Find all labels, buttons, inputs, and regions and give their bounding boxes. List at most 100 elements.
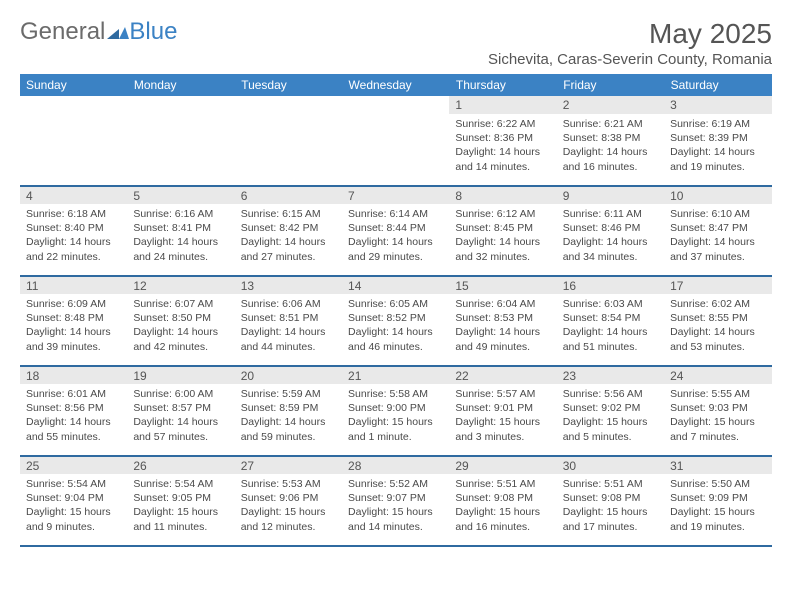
day-detail-cell [127,114,234,186]
sunset-text: Sunset: 8:45 PM [455,221,550,235]
daylight-text-2: and 7 minutes. [670,430,765,444]
sunset-text: Sunset: 8:50 PM [133,311,228,325]
day-detail-cell: Sunrise: 5:58 AMSunset: 9:00 PMDaylight:… [342,384,449,456]
details-row: Sunrise: 6:01 AMSunset: 8:56 PMDaylight:… [20,384,772,456]
logo-flag-icon [107,18,129,46]
day-detail-cell: Sunrise: 6:09 AMSunset: 8:48 PMDaylight:… [20,294,127,366]
weekday-header: Wednesday [342,74,449,96]
day-number-cell: 25 [20,456,127,474]
daylight-text-2: and 29 minutes. [348,250,443,264]
day-detail-cell: Sunrise: 6:00 AMSunset: 8:57 PMDaylight:… [127,384,234,456]
sunrise-text: Sunrise: 6:01 AM [26,387,121,401]
day-detail-cell: Sunrise: 5:54 AMSunset: 9:04 PMDaylight:… [20,474,127,546]
day-number-cell: 3 [664,96,771,114]
daylight-text-1: Daylight: 15 hours [241,505,336,519]
daylight-text-1: Daylight: 15 hours [563,505,658,519]
day-number-cell: 6 [235,186,342,204]
day-number-cell: 29 [449,456,556,474]
day-detail-cell: Sunrise: 6:12 AMSunset: 8:45 PMDaylight:… [449,204,556,276]
daylight-text-1: Daylight: 15 hours [348,415,443,429]
day-number-cell: 28 [342,456,449,474]
daylight-text-2: and 55 minutes. [26,430,121,444]
daynum-row: 45678910 [20,186,772,204]
sunset-text: Sunset: 8:57 PM [133,401,228,415]
day-number-cell: 22 [449,366,556,384]
daylight-text-1: Daylight: 14 hours [563,235,658,249]
weekday-header: Saturday [664,74,771,96]
daylight-text-2: and 37 minutes. [670,250,765,264]
sunrise-text: Sunrise: 5:51 AM [563,477,658,491]
sunset-text: Sunset: 8:47 PM [670,221,765,235]
month-title: May 2025 [488,18,772,50]
sunset-text: Sunset: 9:01 PM [455,401,550,415]
day-detail-cell: Sunrise: 6:19 AMSunset: 8:39 PMDaylight:… [664,114,771,186]
logo-text-gray: General [20,18,105,46]
sunset-text: Sunset: 8:56 PM [26,401,121,415]
daylight-text-1: Daylight: 14 hours [133,415,228,429]
daylight-text-1: Daylight: 15 hours [670,505,765,519]
daylight-text-1: Daylight: 14 hours [26,415,121,429]
daylight-text-1: Daylight: 15 hours [133,505,228,519]
sunrise-text: Sunrise: 6:00 AM [133,387,228,401]
day-number-cell: 9 [557,186,664,204]
sunset-text: Sunset: 9:00 PM [348,401,443,415]
daylight-text-2: and 24 minutes. [133,250,228,264]
sunrise-text: Sunrise: 5:54 AM [133,477,228,491]
day-number-cell: 2 [557,96,664,114]
sunrise-text: Sunrise: 5:50 AM [670,477,765,491]
daylight-text-2: and 14 minutes. [455,160,550,174]
daylight-text-1: Daylight: 14 hours [241,325,336,339]
daylight-text-1: Daylight: 15 hours [455,505,550,519]
daylight-text-1: Daylight: 14 hours [133,235,228,249]
daynum-row: 11121314151617 [20,276,772,294]
sunset-text: Sunset: 9:03 PM [670,401,765,415]
day-number-cell: 24 [664,366,771,384]
daylight-text-2: and 22 minutes. [26,250,121,264]
sunset-text: Sunset: 8:42 PM [241,221,336,235]
day-number-cell: 16 [557,276,664,294]
sunrise-text: Sunrise: 5:52 AM [348,477,443,491]
daylight-text-1: Daylight: 15 hours [348,505,443,519]
sunrise-text: Sunrise: 5:59 AM [241,387,336,401]
daylight-text-1: Daylight: 15 hours [563,415,658,429]
daylight-text-2: and 3 minutes. [455,430,550,444]
sunset-text: Sunset: 8:54 PM [563,311,658,325]
day-number-cell: 4 [20,186,127,204]
day-number-cell: 30 [557,456,664,474]
daylight-text-1: Daylight: 14 hours [26,235,121,249]
sunset-text: Sunset: 9:06 PM [241,491,336,505]
sunrise-text: Sunrise: 5:53 AM [241,477,336,491]
daylight-text-2: and 1 minute. [348,430,443,444]
sunset-text: Sunset: 8:39 PM [670,131,765,145]
sunset-text: Sunset: 8:48 PM [26,311,121,325]
day-number-cell: 15 [449,276,556,294]
daylight-text-2: and 49 minutes. [455,340,550,354]
day-number-cell: 12 [127,276,234,294]
sunset-text: Sunset: 9:05 PM [133,491,228,505]
day-number-cell [235,96,342,114]
day-number-cell: 10 [664,186,771,204]
daylight-text-2: and 51 minutes. [563,340,658,354]
sunrise-text: Sunrise: 6:21 AM [563,117,658,131]
sunrise-text: Sunrise: 6:07 AM [133,297,228,311]
weekday-header: Thursday [449,74,556,96]
header: General Blue May 2025 Sichevita, Caras-S… [20,18,772,68]
daylight-text-1: Daylight: 14 hours [241,235,336,249]
sunset-text: Sunset: 9:08 PM [563,491,658,505]
daylight-text-1: Daylight: 15 hours [26,505,121,519]
day-detail-cell: Sunrise: 6:16 AMSunset: 8:41 PMDaylight:… [127,204,234,276]
title-block: May 2025 Sichevita, Caras-Severin County… [488,18,772,68]
day-detail-cell [20,114,127,186]
sunrise-text: Sunrise: 5:58 AM [348,387,443,401]
sunrise-text: Sunrise: 5:57 AM [455,387,550,401]
daylight-text-2: and 12 minutes. [241,520,336,534]
daylight-text-2: and 5 minutes. [563,430,658,444]
sunset-text: Sunset: 9:02 PM [563,401,658,415]
day-detail-cell: Sunrise: 6:15 AMSunset: 8:42 PMDaylight:… [235,204,342,276]
day-detail-cell [342,114,449,186]
details-row: Sunrise: 6:09 AMSunset: 8:48 PMDaylight:… [20,294,772,366]
calendar-table: SundayMondayTuesdayWednesdayThursdayFrid… [20,74,772,547]
weekday-header: Friday [557,74,664,96]
day-number-cell: 20 [235,366,342,384]
sunset-text: Sunset: 8:46 PM [563,221,658,235]
